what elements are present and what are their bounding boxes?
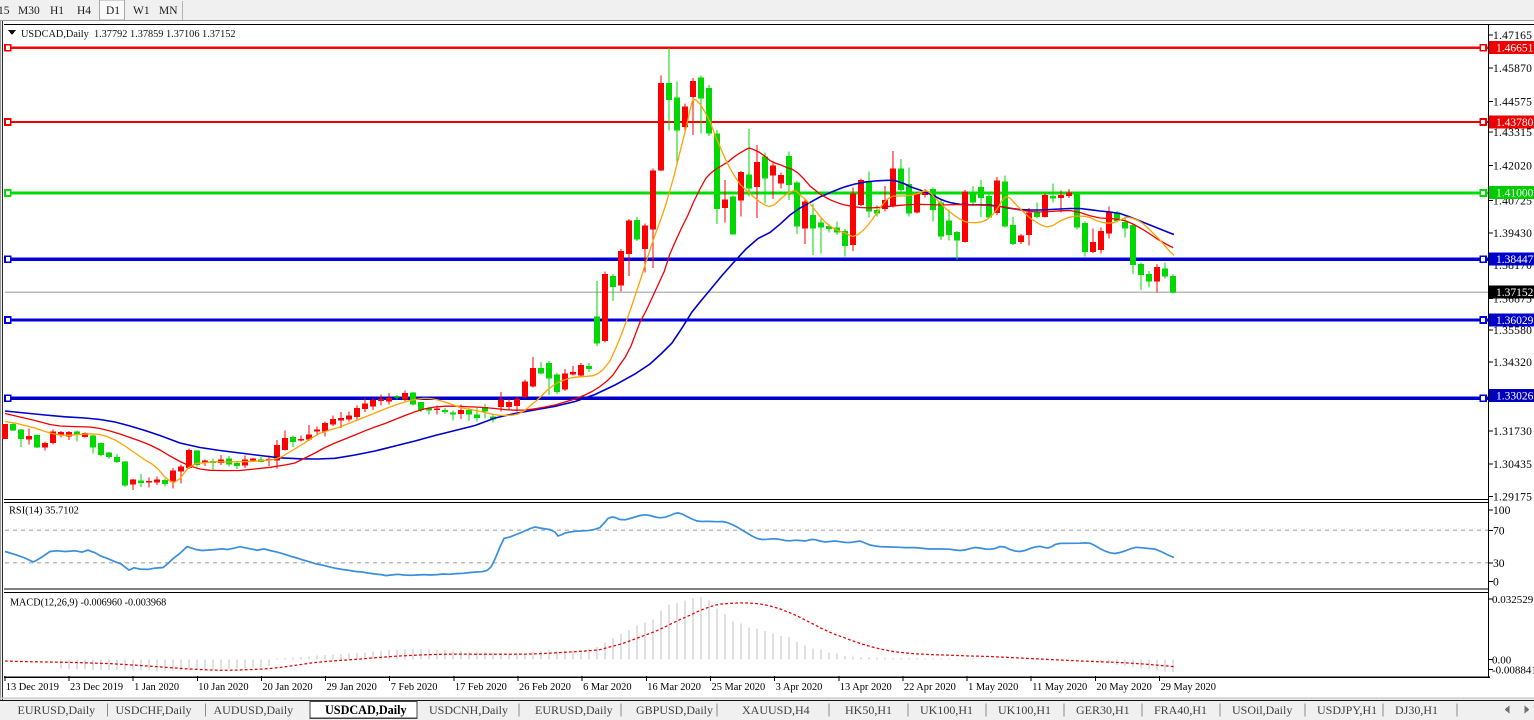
svg-text:1.36029: 1.36029 xyxy=(1496,315,1534,327)
svg-text:1.34320: 1.34320 xyxy=(1493,356,1532,369)
svg-text:XAUUSD,H4: XAUUSD,H4 xyxy=(742,703,810,717)
svg-text:M30: M30 xyxy=(18,5,40,17)
svg-text:0: 0 xyxy=(1493,576,1499,589)
svg-text:11 May 2020: 11 May 2020 xyxy=(1032,682,1087,693)
svg-text:1.35580: 1.35580 xyxy=(1493,324,1532,337)
svg-text:1.44575: 1.44575 xyxy=(1493,96,1532,109)
svg-text:UK100,H1: UK100,H1 xyxy=(998,703,1051,717)
svg-text:USDJPY,H1: USDJPY,H1 xyxy=(1317,703,1377,717)
svg-text:USDCAD,Daily: USDCAD,Daily xyxy=(325,703,407,717)
svg-text:H4: H4 xyxy=(77,5,91,17)
svg-text:-0.008841: -0.008841 xyxy=(1492,664,1534,676)
svg-text:1.33026: 1.33026 xyxy=(1496,391,1534,403)
svg-text:25 Mar 2020: 25 Mar 2020 xyxy=(712,682,766,693)
svg-text:13 Apr 2020: 13 Apr 2020 xyxy=(840,682,892,693)
svg-text:3 Apr 2020: 3 Apr 2020 xyxy=(776,682,823,693)
svg-text:1.45870: 1.45870 xyxy=(1493,62,1532,75)
svg-text:29 Jan 2020: 29 Jan 2020 xyxy=(327,682,377,693)
svg-text:1.47165: 1.47165 xyxy=(1493,29,1532,42)
svg-text:1.41000: 1.41000 xyxy=(1496,188,1534,200)
svg-text:30: 30 xyxy=(1493,557,1505,570)
svg-text:1.31730: 1.31730 xyxy=(1493,425,1532,438)
svg-text:H1: H1 xyxy=(50,5,64,17)
svg-text:70: 70 xyxy=(1493,525,1505,538)
svg-text:1.43780: 1.43780 xyxy=(1496,117,1534,129)
svg-text:1.29175: 1.29175 xyxy=(1493,491,1532,504)
svg-text:0.032529: 0.032529 xyxy=(1492,594,1534,606)
svg-text:GBPUSD,Daily: GBPUSD,Daily xyxy=(636,703,713,717)
svg-text:USDCHF,Daily: USDCHF,Daily xyxy=(116,703,192,717)
svg-text:13 Dec 2019: 13 Dec 2019 xyxy=(6,682,59,693)
svg-text:W1: W1 xyxy=(133,5,150,17)
svg-text:1.46651: 1.46651 xyxy=(1496,43,1534,55)
svg-text:EURUSD,Daily: EURUSD,Daily xyxy=(18,703,96,717)
svg-text:6 Mar 2020: 6 Mar 2020 xyxy=(583,682,631,693)
svg-text:DJ30,H1: DJ30,H1 xyxy=(1395,703,1438,717)
svg-text:RSI(14) 35.7102: RSI(14) 35.7102 xyxy=(9,506,79,517)
svg-text:7 Feb 2020: 7 Feb 2020 xyxy=(391,682,438,693)
svg-text:1.43315: 1.43315 xyxy=(1493,126,1532,139)
svg-text:GER30,H1: GER30,H1 xyxy=(1076,703,1130,717)
svg-text:MN: MN xyxy=(159,5,178,17)
svg-text:USOil,Daily: USOil,Daily xyxy=(1232,703,1292,717)
svg-text:22 Apr 2020: 22 Apr 2020 xyxy=(904,682,956,693)
svg-text:1.30435: 1.30435 xyxy=(1493,458,1532,471)
svg-text:23 Dec 2019: 23 Dec 2019 xyxy=(70,682,123,693)
svg-text:20 Jan 2020: 20 Jan 2020 xyxy=(262,682,312,693)
svg-text:1 Jan 2020: 1 Jan 2020 xyxy=(134,682,179,693)
svg-text:D1: D1 xyxy=(106,5,120,17)
svg-text:1.42020: 1.42020 xyxy=(1493,160,1532,173)
svg-text:15: 15 xyxy=(0,5,10,17)
svg-text:10 Jan 2020: 10 Jan 2020 xyxy=(198,682,248,693)
svg-text:0.00: 0.00 xyxy=(1492,654,1512,666)
svg-text:USDCAD,Daily 1.37792 1.37859: USDCAD,Daily 1.37792 1.37859 1.37106 1.3… xyxy=(21,29,236,40)
svg-text:29 May 2020: 29 May 2020 xyxy=(1161,682,1216,693)
svg-text:1.39430: 1.39430 xyxy=(1493,227,1532,240)
svg-text:HK50,H1: HK50,H1 xyxy=(845,703,892,717)
svg-text:EURUSD,Daily: EURUSD,Daily xyxy=(535,703,613,717)
svg-text:17 Feb 2020: 17 Feb 2020 xyxy=(455,682,507,693)
svg-text:1.38447: 1.38447 xyxy=(1496,254,1534,266)
svg-text:1.37152: 1.37152 xyxy=(1496,287,1534,299)
svg-text:AUDUSD,Daily: AUDUSD,Daily xyxy=(214,703,294,717)
svg-text:20 May 2020: 20 May 2020 xyxy=(1096,682,1151,693)
svg-text:1 May 2020: 1 May 2020 xyxy=(968,682,1018,693)
svg-text:USDCNH,Daily: USDCNH,Daily xyxy=(429,703,508,717)
svg-text:MACD(12,26,9) -0.006960 -0.003: MACD(12,26,9) -0.006960 -0.003968 xyxy=(10,598,166,609)
svg-text:16 Mar 2020: 16 Mar 2020 xyxy=(647,682,701,693)
svg-text:FRA40,H1: FRA40,H1 xyxy=(1154,703,1207,717)
svg-text:26 Feb 2020: 26 Feb 2020 xyxy=(519,682,571,693)
svg-text:UK100,H1: UK100,H1 xyxy=(920,703,973,717)
svg-text:100: 100 xyxy=(1493,504,1511,517)
